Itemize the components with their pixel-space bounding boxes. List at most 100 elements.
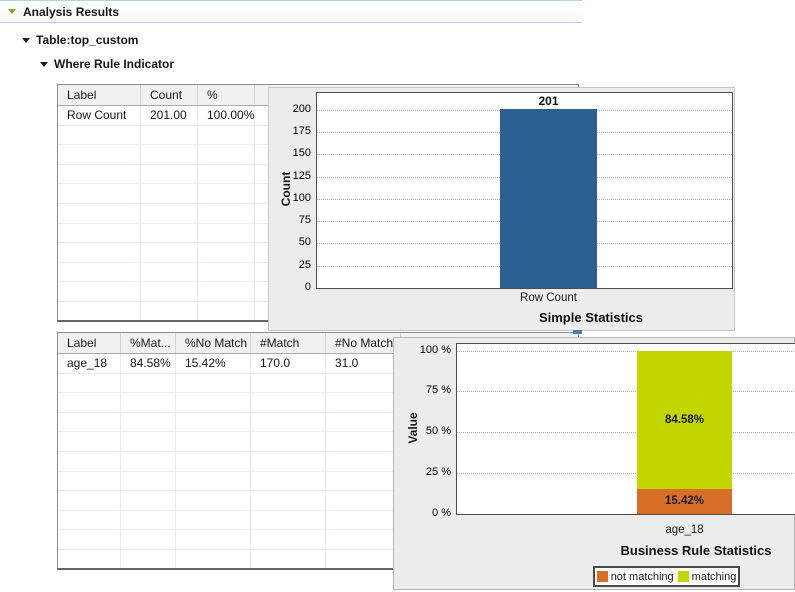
y-tick-label: 75 bbox=[298, 214, 311, 227]
table-cell bbox=[198, 203, 255, 223]
table-cell bbox=[58, 243, 141, 262]
table-cell bbox=[198, 282, 255, 301]
table-cell bbox=[251, 530, 326, 549]
y-tick-label: 175 bbox=[292, 125, 311, 138]
table-cell bbox=[141, 125, 198, 145]
y-tick-label: 50 % bbox=[425, 425, 451, 438]
table-cell bbox=[121, 373, 176, 393]
table-cell bbox=[251, 432, 326, 451]
table-cell bbox=[121, 412, 176, 432]
legend-label: matching bbox=[691, 570, 737, 583]
collapse-arrow-icon[interactable] bbox=[8, 9, 16, 14]
gridline bbox=[457, 432, 795, 434]
table-cell bbox=[176, 510, 251, 530]
table-cell bbox=[251, 412, 326, 432]
table-cell[interactable]: 31.0 bbox=[326, 354, 401, 373]
section-header-analysis-results[interactable]: Analysis Results bbox=[0, 0, 582, 23]
table-cell bbox=[58, 373, 121, 393]
table-cell bbox=[326, 471, 401, 491]
legend-item: not matching bbox=[596, 570, 674, 583]
table-cell bbox=[121, 471, 176, 491]
table-cell bbox=[58, 510, 121, 530]
table-cell bbox=[176, 549, 251, 568]
chart-title: Business Rule Statistics bbox=[620, 543, 772, 558]
table-cell bbox=[58, 530, 121, 549]
tree-node-label: Where Rule Indicator bbox=[54, 57, 175, 71]
table-cell[interactable]: 84.58% bbox=[121, 354, 176, 373]
table-cell[interactable]: age_18 bbox=[58, 354, 121, 373]
legend-item: matching bbox=[677, 570, 737, 583]
table-cell bbox=[251, 471, 326, 491]
table-cell bbox=[251, 491, 326, 510]
table-cell bbox=[326, 432, 401, 451]
table-cell bbox=[326, 491, 401, 510]
gridline bbox=[457, 473, 795, 475]
bar-value-label: 201 bbox=[538, 94, 559, 109]
table-cell[interactable]: 201.00 bbox=[141, 106, 198, 125]
column-header[interactable]: Count bbox=[141, 85, 198, 105]
table-cell[interactable]: 170.0 bbox=[251, 354, 326, 373]
table-cell bbox=[176, 530, 251, 549]
business-rule-statistics-chart: Value 0 % 25 % 50 % 75 % 100 % 15.42% 84.58% a… bbox=[393, 337, 795, 590]
tree-node-label: Table:top_custom bbox=[36, 33, 139, 47]
table-cell bbox=[198, 145, 255, 164]
table-cell bbox=[121, 432, 176, 451]
column-header[interactable]: %No Match bbox=[176, 333, 251, 353]
table-cell bbox=[58, 262, 141, 282]
y-tick-label: 200 bbox=[292, 102, 311, 115]
column-header[interactable]: %Mat... bbox=[121, 333, 176, 353]
collapse-arrow-icon[interactable] bbox=[22, 37, 30, 43]
column-header[interactable]: #Match bbox=[251, 333, 326, 353]
table-cell bbox=[141, 184, 198, 203]
window-edge-artifact bbox=[573, 330, 582, 334]
table-cell bbox=[176, 491, 251, 510]
table-cell bbox=[121, 530, 176, 549]
table-cell bbox=[121, 451, 176, 471]
tree-node-table[interactable]: Table:top_custom bbox=[22, 33, 138, 47]
table-cell bbox=[326, 373, 401, 393]
table-cell bbox=[251, 549, 326, 568]
gridline bbox=[457, 350, 795, 352]
table-cell bbox=[58, 282, 141, 301]
segment-value-label: 15.42% bbox=[664, 495, 704, 508]
table-cell bbox=[58, 223, 141, 243]
section-title: Analysis Results bbox=[23, 4, 120, 19]
table-cell[interactable]: Row Count bbox=[58, 106, 141, 125]
table-cell[interactable]: 15.42% bbox=[176, 354, 251, 373]
table-cell bbox=[58, 125, 141, 145]
table-cell bbox=[176, 432, 251, 451]
table-cell bbox=[198, 125, 255, 145]
table-cell bbox=[141, 262, 198, 282]
column-header[interactable]: % bbox=[198, 85, 255, 105]
table-cell bbox=[121, 549, 176, 568]
tree-node-where-rule-indicator[interactable]: Where Rule Indicator bbox=[40, 57, 174, 71]
table-cell bbox=[198, 301, 255, 320]
table-cell bbox=[176, 471, 251, 491]
table-cell bbox=[58, 203, 141, 223]
table-cell bbox=[198, 243, 255, 262]
y-tick-label: 0 bbox=[304, 281, 311, 293]
table-cell bbox=[326, 510, 401, 530]
legend-label: not matching bbox=[610, 570, 674, 583]
table-cell bbox=[141, 282, 198, 301]
table-cell bbox=[176, 393, 251, 412]
collapse-arrow-icon[interactable] bbox=[40, 61, 48, 67]
table-cell bbox=[58, 451, 121, 471]
table-empty-row bbox=[58, 301, 578, 320]
bar-row-count bbox=[500, 109, 597, 288]
table-cell bbox=[176, 451, 251, 471]
plot-area: 0 % 25 % 50 % 75 % 100 % 15.42% 84.58% bbox=[420, 343, 795, 519]
table-cell bbox=[58, 184, 141, 203]
table-cell bbox=[58, 432, 121, 451]
table-cell bbox=[251, 393, 326, 412]
table-cell bbox=[121, 393, 176, 412]
table-cell[interactable]: 100.00% bbox=[198, 106, 255, 125]
column-header[interactable]: #No Match bbox=[326, 333, 401, 353]
column-header[interactable]: Label bbox=[58, 333, 121, 353]
table-row[interactable]: age_18 84.58% 15.42% 170.0 31.0 bbox=[58, 354, 578, 374]
table-cell bbox=[251, 451, 326, 471]
table-cell bbox=[141, 203, 198, 223]
plot-area: 0 25 50 75 100 125 150 175 200 201 bbox=[293, 92, 733, 293]
column-header[interactable]: Label bbox=[58, 85, 141, 105]
